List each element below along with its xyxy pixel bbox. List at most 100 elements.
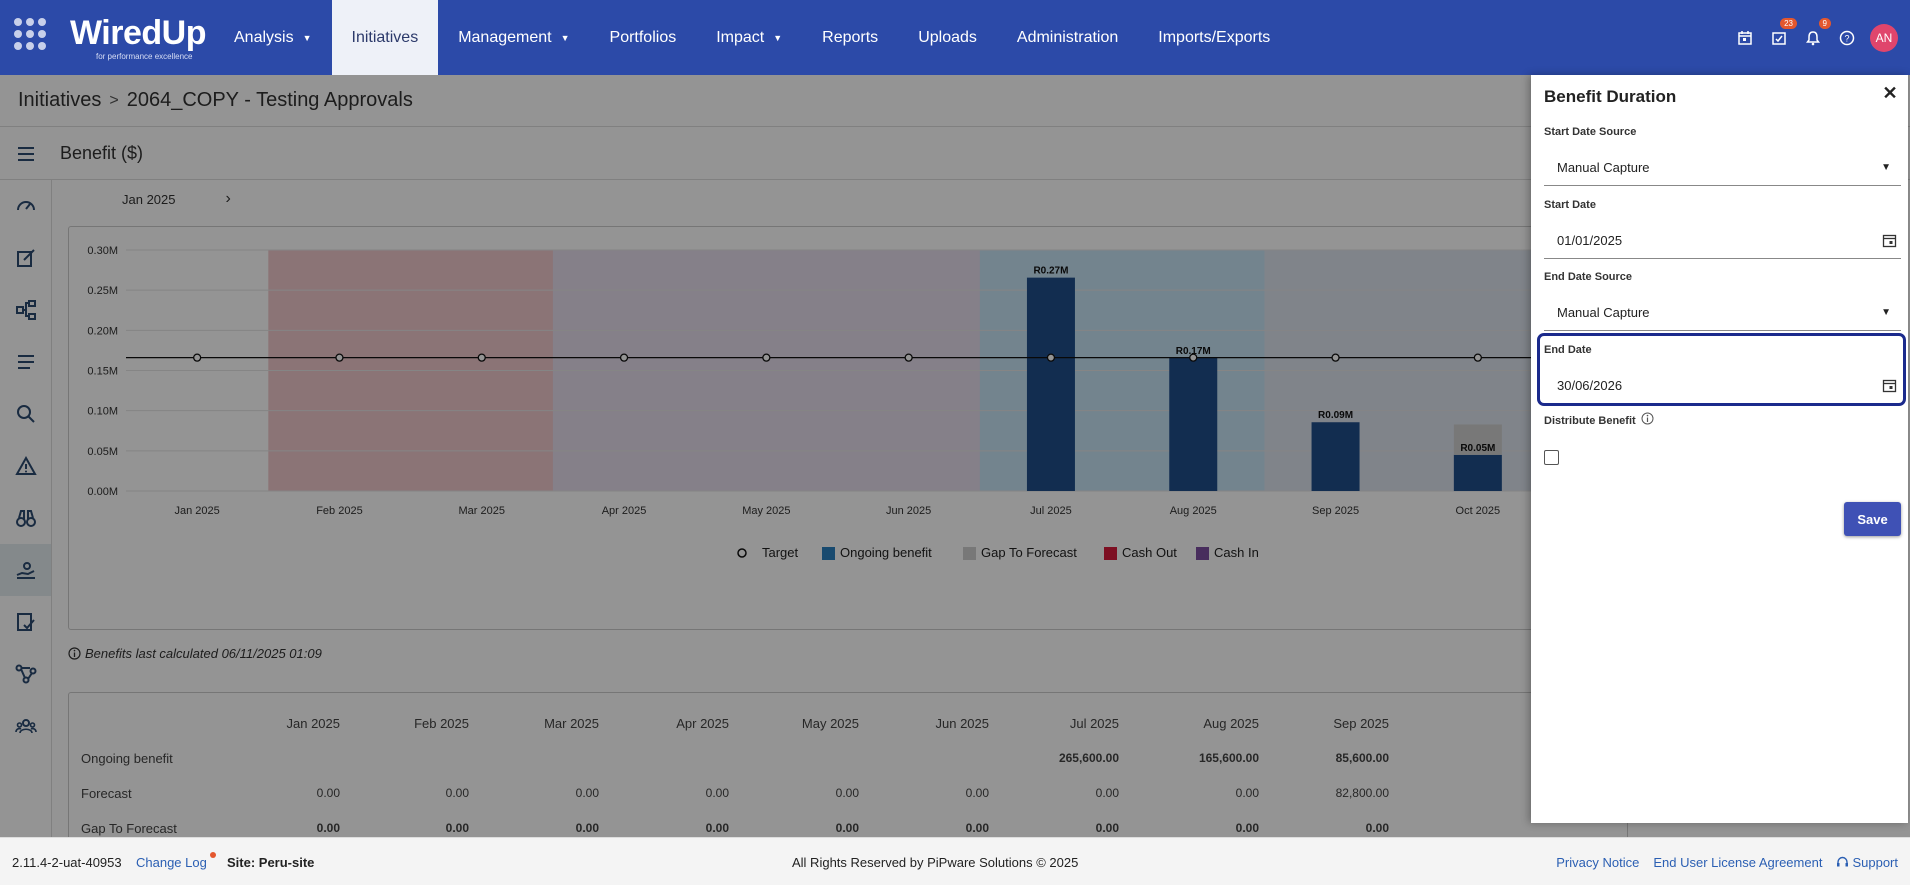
menu-icon[interactable] xyxy=(0,146,52,162)
wiredup-logo[interactable]: WiredUp for performance excellence xyxy=(12,12,206,64)
table-row: Gap To Forecast 0.00 0.00 0.00 0.00 0.00 0.00 0… xyxy=(69,821,1627,841)
table-cell: 0.00 xyxy=(1095,821,1119,835)
x-tick-label: Mar 2025 xyxy=(459,505,505,517)
nav-item-initiatives[interactable]: Initiatives xyxy=(331,0,439,75)
nav-item-uploads[interactable]: Uploads xyxy=(898,0,997,75)
distribute-benefit-checkbox[interactable] xyxy=(1544,450,1559,465)
dashboard-icon[interactable] xyxy=(0,180,51,232)
benefit-hand-icon[interactable] xyxy=(0,544,51,596)
breadcrumb-current: 2064_COPY - Testing Approvals xyxy=(126,89,413,111)
tasks-icon[interactable]: 23 xyxy=(1768,17,1797,49)
footer: 2.11.4-2-uat-40953 Change Log Site: Peru… xyxy=(0,837,1910,885)
column-header: Aug 2025 xyxy=(1203,716,1259,731)
nav-item-administration[interactable]: Administration xyxy=(997,0,1138,75)
warning-icon[interactable] xyxy=(0,440,51,492)
search-icon[interactable] xyxy=(0,388,51,440)
info-icon[interactable] xyxy=(1641,412,1654,425)
table-cell: 0.00 xyxy=(1235,821,1259,835)
change-log-link[interactable]: Change Log xyxy=(136,855,207,870)
close-icon[interactable]: ✕ xyxy=(1882,82,1898,103)
column-header: Jul 2025 xyxy=(1069,716,1119,731)
nav-item-label: Uploads xyxy=(918,28,977,46)
legend-swatch xyxy=(822,547,835,560)
nav-item-label: Administration xyxy=(1016,28,1119,46)
y-tick-label: 0.00M xyxy=(87,486,118,498)
eula-link[interactable]: End User License Agreement xyxy=(1653,855,1823,870)
end-date-source-value: Manual Capture xyxy=(1557,305,1650,320)
list-icon[interactable] xyxy=(0,336,51,388)
legend-swatch xyxy=(1196,547,1209,560)
legend-label: Cash In xyxy=(1214,545,1259,560)
calendar-icon[interactable] xyxy=(1882,233,1897,248)
main-menu: Analysis ▼ Initiatives Management ▼ Portfolio… xyxy=(214,0,1290,75)
breadcrumb-root[interactable]: Initiatives xyxy=(18,89,102,111)
new-dot-icon xyxy=(210,852,216,858)
start-date-label: Start Date xyxy=(1544,199,1596,211)
target-point xyxy=(762,353,771,362)
help-icon[interactable]: ? xyxy=(1836,27,1858,49)
period-label: Jan 2025 xyxy=(122,191,176,207)
users-icon[interactable] xyxy=(0,700,51,752)
table-cell: 82,800.00 xyxy=(1335,786,1389,800)
column-header: Jun 2025 xyxy=(935,716,990,731)
target-point xyxy=(904,353,913,362)
nav-item-reports[interactable]: Reports xyxy=(802,0,898,75)
legend-label: Target xyxy=(762,545,799,560)
calendar-icon[interactable] xyxy=(1734,27,1756,49)
distribute-benefit-field: Distribute Benefit xyxy=(1544,412,1901,427)
user-avatar[interactable]: AN xyxy=(1870,23,1898,52)
edit-icon[interactable] xyxy=(0,232,51,284)
start-date-value: 01/01/2025 xyxy=(1557,233,1623,248)
nav-item-portfolios[interactable]: Portfolios xyxy=(590,0,697,75)
table-cell: 0.00 xyxy=(705,786,729,800)
calendar-icon[interactable] xyxy=(1882,378,1897,393)
target-point xyxy=(192,353,202,362)
support-link[interactable]: Support xyxy=(1836,855,1898,870)
end-date-input[interactable]: 30/06/2026 xyxy=(1544,368,1901,404)
table-cell: 85,600.00 xyxy=(1335,751,1389,765)
table-cell: 0.00 xyxy=(445,786,469,800)
chevron-right-icon[interactable]: › xyxy=(225,190,231,207)
caret-down-icon: ▼ xyxy=(560,32,570,43)
column-header: May 2025 xyxy=(801,716,859,731)
ongoing-benefit-bar xyxy=(1453,454,1502,491)
start-date-source-select[interactable]: Manual Capture ▼ xyxy=(1544,150,1901,186)
binoculars-icon[interactable] xyxy=(0,492,51,544)
approval-icon[interactable] xyxy=(0,596,51,648)
end-date-source-label: End Date Source xyxy=(1544,271,1633,283)
nav-item-management[interactable]: Management ▼ xyxy=(438,0,589,75)
y-tick-label: 0.15M xyxy=(87,366,118,378)
privacy-notice-link[interactable]: Privacy Notice xyxy=(1556,855,1640,870)
nav-item-label: Portfolios xyxy=(609,28,677,46)
end-date-source-select[interactable]: Manual Capture ▼ xyxy=(1544,295,1901,331)
table-row: Ongoing benefit 265,600.00 165,600.00 85,60… xyxy=(69,751,1627,771)
save-button[interactable]: Save xyxy=(1844,502,1901,536)
table-cell: 0.00 xyxy=(575,786,599,800)
copyright-text: All Rights Reserved by PiPware Solutions… xyxy=(792,855,1079,870)
start-date-input[interactable]: 01/01/2025 xyxy=(1544,223,1901,259)
table-cell: 265,600.00 xyxy=(1058,751,1119,765)
hierarchy-icon[interactable] xyxy=(0,284,51,336)
bell-icon[interactable]: 9 xyxy=(1802,17,1831,49)
end-date-field: End Date 30/06/2026 xyxy=(1544,344,1901,404)
target-point xyxy=(335,353,344,362)
nav-item-analysis[interactable]: Analysis ▼ xyxy=(214,0,332,75)
nav-item-label: Impact xyxy=(716,28,765,46)
x-tick-label: Jun 2025 xyxy=(886,505,931,517)
nav-item-impact[interactable]: Impact ▼ xyxy=(696,0,802,75)
headset-icon xyxy=(1837,856,1849,867)
x-tick-label: Sep 2025 xyxy=(1312,505,1359,517)
left-rail xyxy=(0,180,52,837)
nav-item-imports-exports[interactable]: Imports/Exports xyxy=(1138,0,1290,75)
end-date-value: 30/06/2026 xyxy=(1557,378,1623,393)
table-cell: 0.00 xyxy=(316,821,340,835)
nav-item-label: Management xyxy=(458,28,552,46)
table-cell: 0.00 xyxy=(1365,821,1389,835)
logo-text: WiredUp xyxy=(70,14,206,52)
workflow-icon[interactable] xyxy=(0,648,51,700)
table-cell: 0.00 xyxy=(835,786,859,800)
legend-label: Ongoing benefit xyxy=(840,545,932,560)
caret-down-icon: ▼ xyxy=(302,32,312,43)
y-tick-label: 0.25M xyxy=(87,285,118,297)
column-header: Mar 2025 xyxy=(544,716,599,731)
